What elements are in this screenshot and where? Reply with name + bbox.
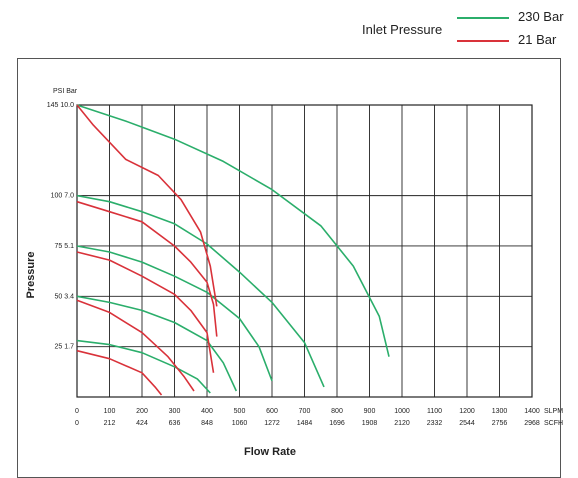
x-units-slpm: SLPM [544, 408, 563, 415]
x-tick-label-scfh: 1484 [297, 420, 313, 427]
x-tick-label-scfh: 2968 [524, 420, 540, 427]
flow-pressure-chart: PSI Bar Pressure Flow Rate 25 1.7 50 3.4 7… [25, 88, 563, 458]
x-tick-label-scfh: 212 [104, 420, 116, 427]
x-tick-label-scfh: 1060 [232, 420, 248, 427]
x-axis-title: Flow Rate [244, 446, 296, 458]
x-tick-label-slpm: 300 [169, 408, 181, 415]
x-tick-label-scfh: 1696 [329, 420, 345, 427]
legend-title: Inlet Pressure [362, 22, 443, 37]
curve-21-bar-8 [76, 299, 195, 392]
legend: Inlet Pressure 230 Bar 21 Bar [0, 0, 578, 60]
x-tick-label-scfh: 1272 [264, 420, 280, 427]
curve-230-bar-3 [76, 295, 238, 392]
y-tick-label: 145 10.0 [47, 102, 74, 109]
x-tick-label-slpm: 800 [331, 408, 343, 415]
x-tick-label-scfh: 0 [75, 420, 79, 427]
y-axis-title: Pressure [25, 251, 37, 298]
legend-label-230-bar: 230 Bar [518, 9, 564, 24]
x-tick-label-slpm: 1300 [492, 408, 508, 415]
x-tick-label-slpm: 100 [104, 408, 116, 415]
x-tick-label-slpm: 1100 [427, 408, 442, 415]
x-tick-label-slpm: 400 [201, 408, 213, 415]
y-tick-label: 50 3.4 [55, 293, 75, 300]
x-tick-label-scfh: 2756 [492, 420, 508, 427]
y-tick-label: 75 5.1 [55, 243, 75, 250]
x-tick-label-slpm: 1200 [459, 408, 475, 415]
x-tick-label-slpm: 500 [234, 408, 246, 415]
legend-line-230-bar [457, 17, 509, 19]
y-tick-label: 25 1.7 [55, 344, 75, 351]
curve-21-bar-9 [76, 349, 163, 396]
legend-line-21-bar [457, 40, 509, 42]
x-tick-label-scfh: 424 [136, 420, 148, 427]
curve-230-bar-2 [76, 245, 273, 382]
x-tick-label-slpm: 0 [75, 408, 79, 415]
x-tick-label-scfh: 2120 [394, 420, 410, 427]
x-tick-label-scfh: 2544 [459, 420, 475, 427]
x-units-scfh: SCFH [544, 420, 563, 427]
x-tick-label-slpm: 700 [299, 408, 311, 415]
legend-label-21-bar: 21 Bar [518, 32, 557, 47]
x-tick-label-slpm: 900 [364, 408, 376, 415]
x-tick-label-slpm: 1000 [394, 408, 410, 415]
curve-21-bar-7 [76, 251, 215, 373]
x-tick-label-slpm: 200 [136, 408, 148, 415]
x-tick-label-scfh: 636 [169, 420, 181, 427]
x-tick-label-scfh: 1908 [362, 420, 378, 427]
x-tick-label-scfh: 848 [201, 420, 213, 427]
curve-230-bar-4 [76, 339, 211, 394]
y-tick-label: 100 7.0 [51, 193, 74, 200]
y-units-label: PSI Bar [53, 88, 78, 95]
x-tick-label-slpm: 600 [266, 408, 278, 415]
curve-21-bar-5 [76, 104, 218, 307]
x-tick-label-scfh: 2332 [427, 420, 443, 427]
curve-230-bar-1 [76, 194, 325, 388]
x-tick-label-slpm: 1400 [524, 408, 540, 415]
curve-21-bar-6 [76, 200, 218, 337]
curve-230-bar-0 [76, 104, 390, 357]
